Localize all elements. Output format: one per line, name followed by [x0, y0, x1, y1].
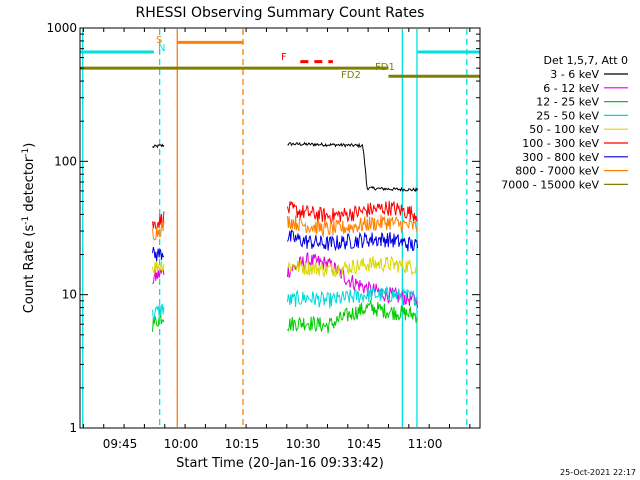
legend-label: 3 - 6 keV — [550, 68, 599, 81]
series-line-2-seg-0 — [152, 315, 165, 332]
series-line-5-seg-1 — [287, 200, 418, 225]
series-line-6-seg-0 — [152, 246, 165, 262]
legend-title: Det 1,5,7, Att 0 — [544, 54, 628, 67]
x-tick-label: 09:45 — [103, 437, 138, 451]
series-line-4-seg-1 — [287, 255, 419, 278]
series-line-7-seg-0 — [152, 219, 165, 241]
series-line-0-seg-0 — [152, 143, 165, 149]
footer-timestamp: 25-Oct-2021 22:17 — [560, 468, 636, 477]
y-axis-label-sup-2: -1 — [21, 148, 31, 157]
series-line-7-seg-1 — [287, 214, 418, 238]
legend-label: 100 - 300 keV — [522, 137, 599, 150]
flag-label-n: N — [158, 43, 165, 54]
x-axis: 09:45 10:00 10:15 10:30 10:45 11:00 — [82, 28, 471, 451]
series-layer — [152, 141, 419, 334]
y-tick-label: 1000 — [46, 21, 77, 35]
series-line-4-seg-0 — [152, 260, 165, 275]
flag-bars: SN F FD1 FD2 — [80, 35, 480, 81]
x-tick-label: 10:45 — [347, 437, 382, 451]
series-line-3-seg-1 — [287, 285, 419, 309]
plot-frame — [79, 27, 481, 429]
y-axis-label-sup-1: -1 — [21, 216, 31, 225]
legend-label: 25 - 50 keV — [536, 109, 599, 122]
flag-label-fd2: FD2 — [341, 70, 361, 81]
legend-label: 800 - 7000 keV — [515, 165, 599, 178]
x-tick-label: 11:00 — [408, 437, 443, 451]
x-tick-label: 10:15 — [225, 437, 260, 451]
x-tick-label: 10:00 — [164, 437, 199, 451]
y-tick-label: 100 — [54, 154, 77, 168]
series-line-6-seg-1 — [287, 229, 419, 252]
x-tick-label: 10:30 — [286, 437, 321, 451]
x-axis-label: Start Time (20-Jan-16 09:33:42) — [176, 456, 384, 471]
y-tick-label: 1 — [69, 421, 77, 435]
legend-label: 7000 - 15000 keV — [501, 178, 599, 191]
legend-label: 12 - 25 keV — [536, 96, 599, 109]
y-axis-label-mid: detector — [22, 156, 37, 216]
series-line-3-seg-0 — [152, 303, 165, 320]
legend-label: 50 - 100 keV — [529, 123, 599, 136]
legend-label: 6 - 12 keV — [543, 82, 599, 95]
y-axis-label-main: Count Rate (s — [22, 225, 37, 314]
y-tick-label: 10 — [62, 288, 77, 302]
legend-label: 300 - 800 keV — [522, 151, 599, 164]
flag-label-s: S — [156, 35, 162, 46]
flag-label-f: F — [281, 52, 287, 63]
y-axis-label-close: ) — [22, 143, 37, 148]
chart-title: RHESSI Observing Summary Count Rates — [136, 5, 425, 21]
flag-label-fd1: FD1 — [375, 62, 395, 73]
series-line-2-seg-1 — [287, 299, 418, 334]
y-axis: 1 10 100 1000 — [46, 21, 480, 435]
series-line-0-seg-1 — [287, 141, 419, 193]
y-axis-label: Count Rate (s-1 detector-1) — [21, 143, 37, 314]
